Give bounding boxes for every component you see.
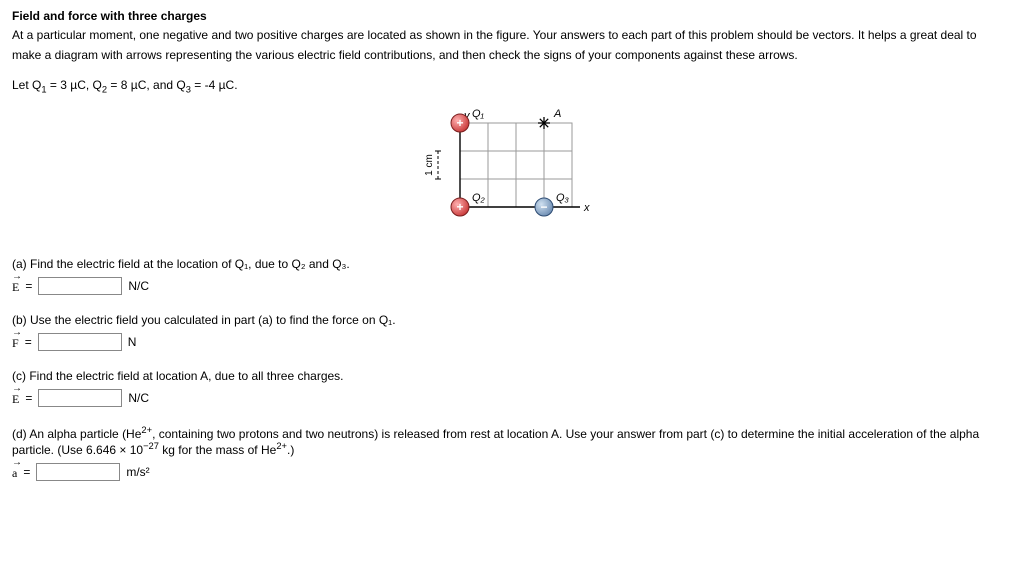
part-d-symbol: a: [12, 463, 17, 481]
part-b-unit: N: [128, 335, 137, 349]
part-c-prompt: (c) Find the electric field at location …: [12, 369, 1012, 383]
part-d-unit: m/s²: [126, 465, 149, 479]
let-line: Let Q1 = 3 µC, Q2 = 8 µC, and Q3 = -4 µC…: [12, 78, 1012, 94]
part-c-input[interactable]: [38, 389, 122, 407]
svg-text:+: +: [456, 116, 463, 130]
figure: yx1 cm++−Q₁Q₂Q₃A: [12, 105, 1012, 231]
intro-line-1: At a particular moment, one negative and…: [12, 27, 1012, 44]
title: Field and force with three charges: [12, 9, 207, 23]
part-a-symbol: E: [12, 277, 19, 295]
part-d-prompt: (d) An alpha particle (He2+, containing …: [12, 425, 1012, 457]
part-a-unit: N/C: [128, 279, 149, 293]
part-d-input[interactable]: [36, 463, 120, 481]
svg-text:Q₁: Q₁: [472, 108, 485, 120]
svg-text:Q₂: Q₂: [472, 192, 486, 204]
svg-text:x: x: [583, 202, 590, 214]
equals: =: [25, 279, 32, 293]
part-b-prompt: (b) Use the electric field you calculate…: [12, 313, 1012, 327]
part-c-symbol: E: [12, 389, 19, 407]
svg-text:−: −: [540, 200, 547, 214]
svg-text:Q₃: Q₃: [556, 192, 570, 204]
part-b-symbol: F: [12, 333, 19, 351]
svg-text:+: +: [456, 200, 463, 214]
equals: =: [23, 465, 30, 479]
part-a-input[interactable]: [38, 277, 122, 295]
svg-text:A: A: [553, 108, 561, 120]
svg-text:1 cm: 1 cm: [424, 154, 435, 176]
equals: =: [25, 335, 32, 349]
part-b-input[interactable]: [38, 333, 122, 351]
intro-line-2: make a diagram with arrows representing …: [12, 47, 1012, 64]
part-a-prompt: (a) Find the electric field at the locat…: [12, 257, 1012, 271]
part-c-unit: N/C: [128, 391, 149, 405]
equals: =: [25, 391, 32, 405]
